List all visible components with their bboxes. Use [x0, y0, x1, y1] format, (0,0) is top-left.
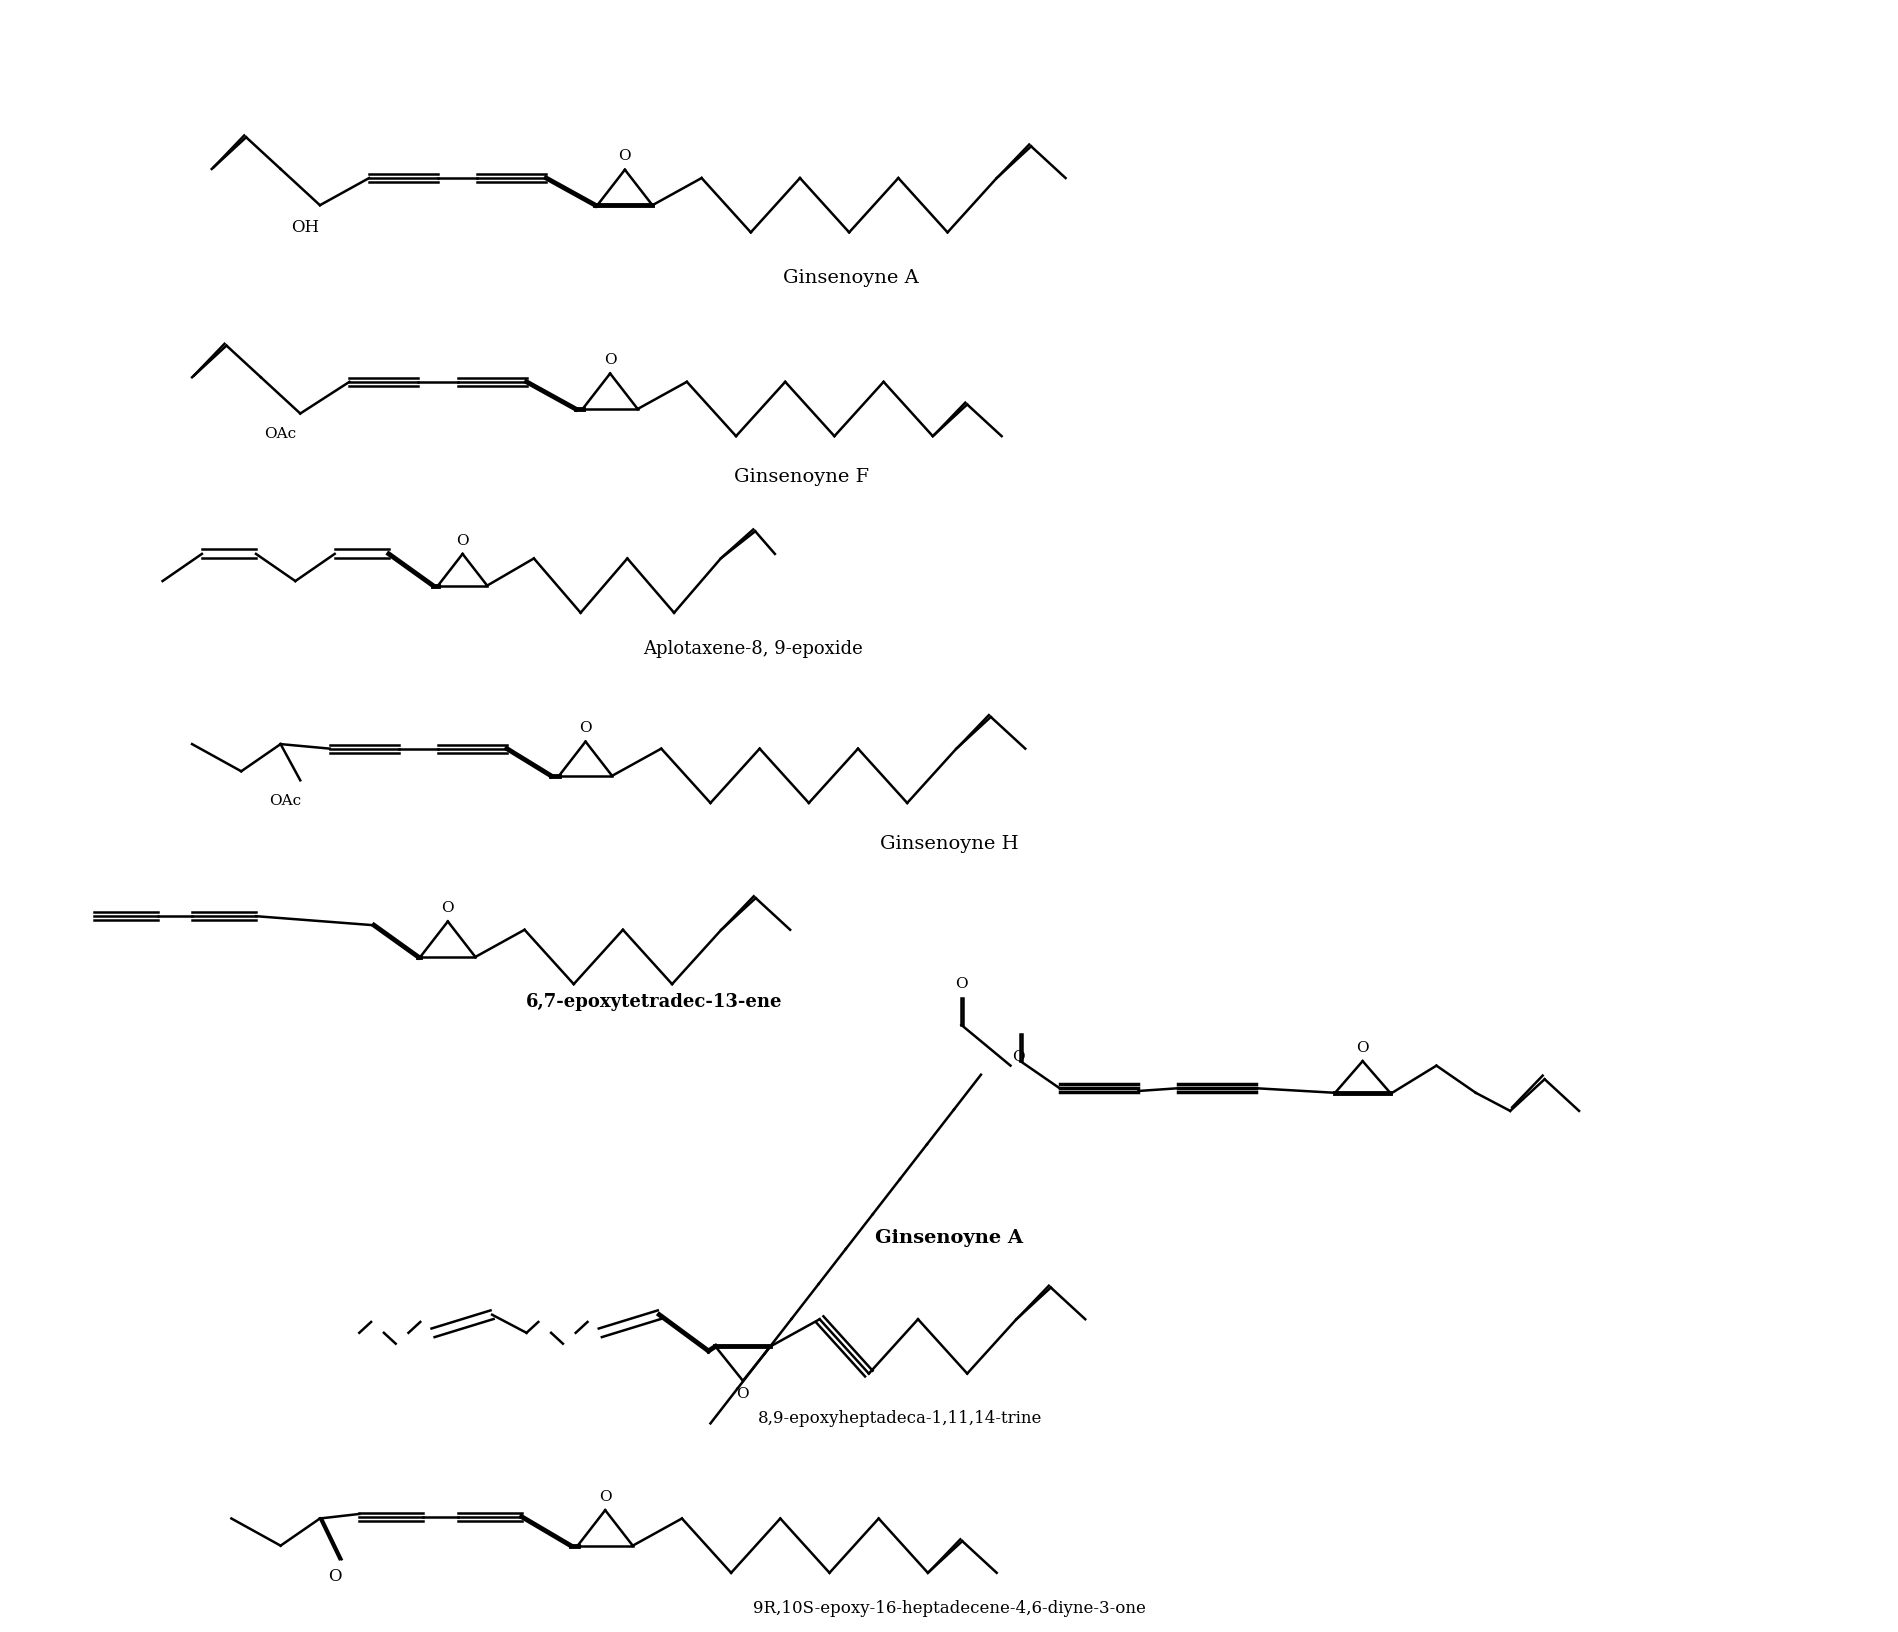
Text: O: O: [598, 1490, 611, 1503]
Text: O: O: [619, 150, 630, 163]
Text: Ginsenoyne H: Ginsenoyne H: [881, 834, 1017, 852]
Text: Ginsenoyne A: Ginsenoyne A: [782, 269, 919, 287]
Text: OH: OH: [290, 219, 319, 235]
Text: OAc: OAc: [270, 793, 302, 808]
Text: Ginsenoyne A: Ginsenoyne A: [875, 1229, 1023, 1247]
Text: O: O: [328, 1568, 342, 1585]
Text: O: O: [456, 534, 469, 548]
Text: O: O: [1355, 1041, 1368, 1054]
Text: Ginsenoyne F: Ginsenoyne F: [735, 468, 869, 486]
Text: O: O: [579, 721, 592, 736]
Text: O: O: [736, 1387, 750, 1402]
Text: 6,7-epoxytetradec-13-ene: 6,7-epoxytetradec-13-ene: [526, 994, 782, 1012]
Text: O: O: [440, 901, 454, 916]
Text: O: O: [1012, 1049, 1025, 1064]
Text: Aplotaxene-8, 9-epoxide: Aplotaxene-8, 9-epoxide: [643, 640, 862, 658]
Text: 8,9-epoxyheptadeca-1,11,14-trine: 8,9-epoxyheptadeca-1,11,14-trine: [757, 1410, 1042, 1426]
Text: 9R,10S-epoxy-16-heptadecene-4,6-diyne-3-one: 9R,10S-epoxy-16-heptadecene-4,6-diyne-3-…: [754, 1599, 1144, 1617]
Text: OAc: OAc: [264, 428, 296, 441]
Text: O: O: [604, 353, 617, 367]
Text: O: O: [955, 978, 968, 991]
